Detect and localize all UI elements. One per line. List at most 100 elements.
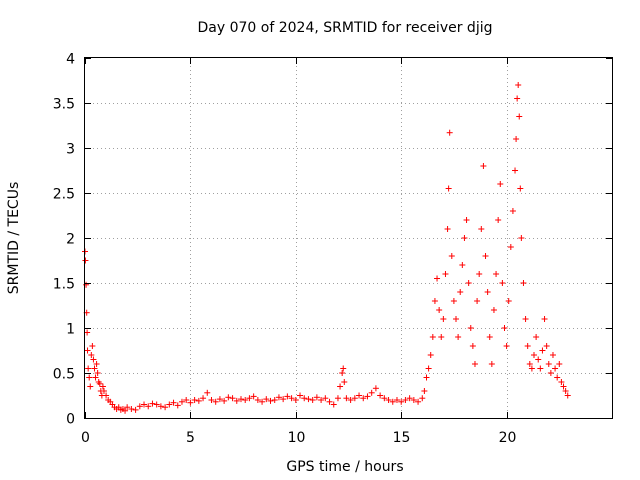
data-point <box>554 374 561 381</box>
y-tick-label: 3 <box>66 142 75 158</box>
x-tick-label: 0 <box>81 430 90 446</box>
data-point <box>514 95 521 102</box>
data-point <box>166 401 173 408</box>
data-point <box>334 395 341 402</box>
data-point <box>526 361 533 367</box>
data-point <box>513 136 520 142</box>
data-point <box>200 395 207 402</box>
data-point <box>87 383 94 390</box>
data-point <box>558 379 565 385</box>
grid <box>85 58 612 418</box>
data-point <box>434 275 441 282</box>
data-point <box>402 397 409 403</box>
data-points <box>82 82 571 414</box>
data-point <box>415 398 422 405</box>
data-point <box>448 253 455 259</box>
data-point <box>250 393 257 400</box>
data-point <box>100 388 107 394</box>
data-point <box>533 334 540 340</box>
data-point <box>313 394 320 401</box>
data-point <box>153 401 160 408</box>
data-point <box>522 316 529 322</box>
data-point <box>341 379 348 385</box>
data-point <box>547 370 554 376</box>
x-tick-label: 10 <box>288 430 306 446</box>
data-point <box>425 365 432 372</box>
y-tick-label: 1 <box>66 322 75 338</box>
y-tick-label: 0.5 <box>53 367 75 383</box>
data-point <box>90 356 97 363</box>
data-point <box>427 352 434 358</box>
y-tick-label: 2 <box>66 232 75 248</box>
data-point <box>326 398 333 405</box>
data-point <box>343 395 350 402</box>
data-point <box>259 398 266 405</box>
data-point <box>178 398 185 405</box>
data-point <box>86 374 93 381</box>
data-point <box>372 385 379 392</box>
data-point <box>292 397 299 403</box>
data-point <box>549 352 556 358</box>
data-point <box>92 374 99 381</box>
data-point <box>436 307 443 313</box>
data-point <box>515 82 522 88</box>
data-point <box>330 401 337 408</box>
data-point <box>339 370 346 376</box>
data-point <box>429 334 436 340</box>
data-point <box>84 329 91 336</box>
data-point <box>450 298 457 304</box>
data-point <box>271 397 278 403</box>
data-point <box>280 396 287 403</box>
data-point <box>275 394 282 401</box>
data-point <box>445 185 452 192</box>
data-point <box>517 185 524 192</box>
data-point <box>488 361 495 367</box>
data-point <box>157 403 164 410</box>
data-point <box>347 397 354 403</box>
data-point <box>471 361 478 367</box>
data-point <box>446 129 453 136</box>
data-point <box>233 397 240 404</box>
data-point <box>531 352 538 358</box>
data-point <box>364 393 371 400</box>
data-point <box>552 365 559 372</box>
data-point <box>229 395 236 402</box>
data-point <box>89 343 96 349</box>
tick-labels: 0 5 10 15 20 0 0.5 1 1.5 2 2.5 3 3.5 4 <box>53 52 517 447</box>
data-point <box>216 396 223 403</box>
data-point <box>560 383 567 390</box>
data-point <box>482 253 489 259</box>
data-point <box>440 316 447 322</box>
data-point <box>389 398 396 405</box>
data-point <box>459 262 466 268</box>
y-tick-label: 2.5 <box>53 187 75 203</box>
data-point <box>263 396 270 403</box>
data-point <box>96 380 103 387</box>
data-point <box>438 334 445 340</box>
y-tick-label: 1.5 <box>53 277 75 293</box>
data-point <box>191 397 198 403</box>
data-point <box>91 365 98 372</box>
data-point <box>309 397 316 403</box>
data-point <box>518 235 525 241</box>
data-point <box>225 394 232 401</box>
y-tick-label: 0 <box>66 412 75 428</box>
data-point <box>501 325 508 331</box>
data-point <box>145 403 152 410</box>
data-point <box>507 244 514 250</box>
data-point <box>242 397 249 403</box>
data-point <box>528 365 535 372</box>
data-point <box>484 289 491 295</box>
chart-title: Day 070 of 2024, SRMTID for receiver dji… <box>198 20 493 36</box>
data-point <box>267 397 274 404</box>
data-point <box>469 343 476 349</box>
data-point <box>512 167 519 174</box>
data-point <box>141 401 148 408</box>
axis-ticks <box>85 58 612 419</box>
data-point <box>543 343 550 349</box>
data-point <box>495 217 502 223</box>
data-point <box>221 397 228 404</box>
data-point <box>356 392 363 399</box>
data-point <box>318 397 325 403</box>
